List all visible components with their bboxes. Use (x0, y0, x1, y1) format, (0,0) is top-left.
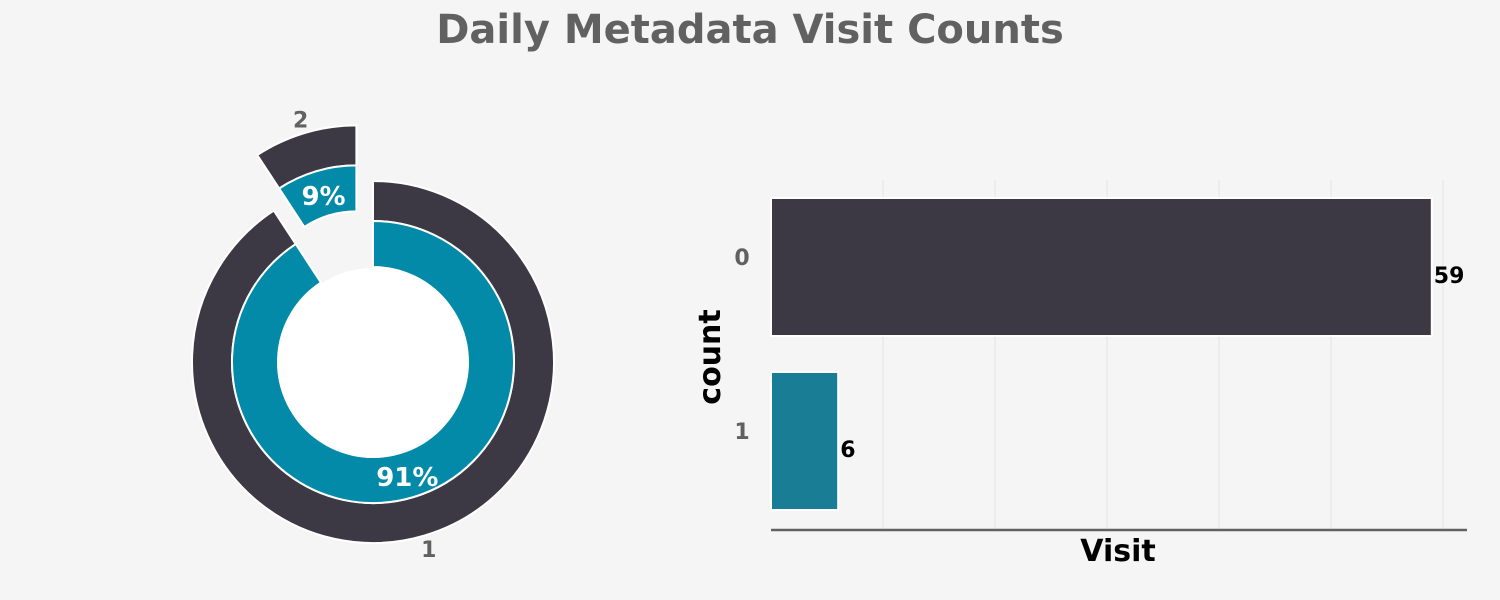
chart-title: Daily Metadata Visit Counts (436, 7, 1064, 53)
donut-hole (279, 268, 467, 456)
donut-slice-label-2: 2 (293, 109, 308, 134)
donut-slice-label-1: 1 (421, 538, 436, 563)
bar-chart: 0 59 1 6 Visit count (693, 180, 1467, 569)
y-axis-title: count (693, 309, 728, 404)
donut-chart: 1 91% 2 9% (191, 109, 555, 563)
bar-data-label-0: 59 (1434, 264, 1465, 289)
donut-inner-slice-1 (231, 219, 515, 504)
bar-marks: 0 59 1 6 (734, 197, 1465, 511)
x-axis-title: Visit (1080, 534, 1155, 569)
bar-1 (770, 371, 840, 511)
bar-data-label-1: 6 (840, 438, 855, 463)
donut-inner-slice-2 (277, 164, 358, 229)
y-tick-label-1: 1 (734, 420, 749, 445)
bar-0 (770, 197, 1433, 337)
donut-pct-label-1: 91% (376, 463, 438, 493)
donut-pct-label-2: 9% (301, 182, 345, 212)
y-tick-label-0: 0 (734, 246, 749, 271)
